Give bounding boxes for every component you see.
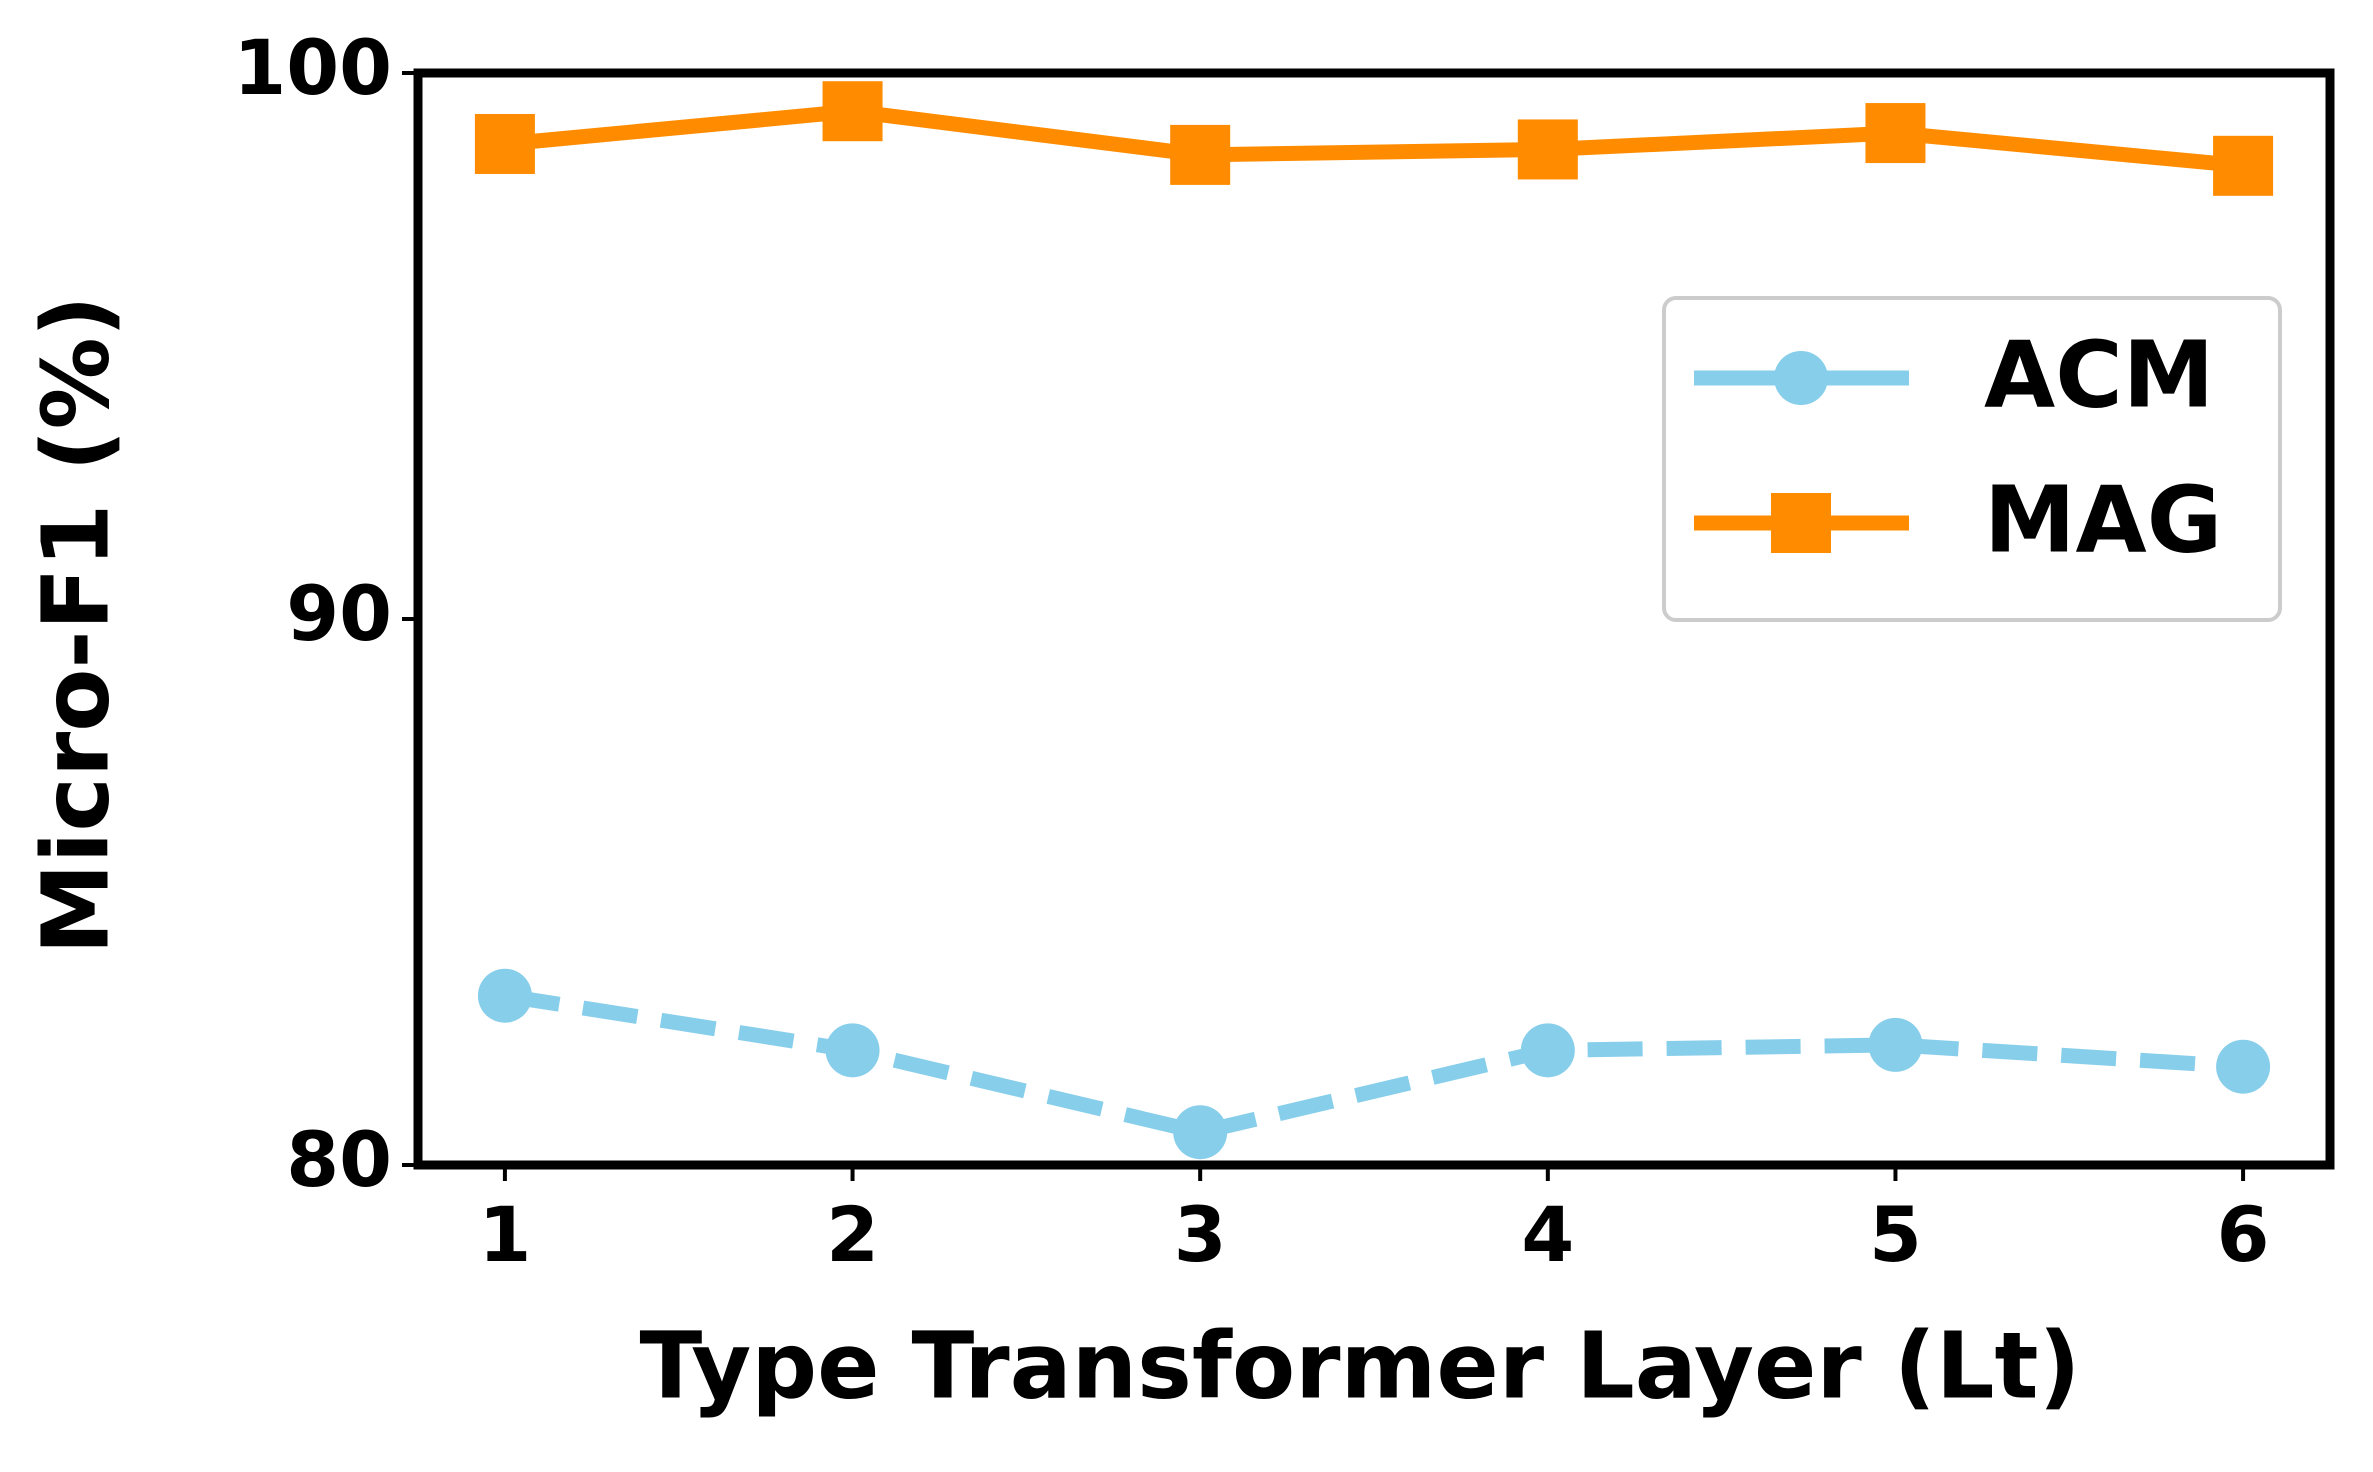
marker (1173, 1105, 1228, 1160)
marker (822, 81, 883, 142)
marker (477, 968, 532, 1023)
x-tick-label: 5 (1869, 1190, 1922, 1279)
marker (2216, 1039, 2271, 1094)
y-axis-label: Micro-F1 (%) (22, 295, 129, 955)
x-tick-label: 6 (2217, 1190, 2270, 1279)
marker (1517, 119, 1578, 180)
series-line (504, 103, 2244, 174)
x-tick-label: 3 (1174, 1190, 1227, 1279)
x-tick-label: 2 (826, 1190, 879, 1279)
marker (1771, 493, 1831, 553)
x-tick-label: 4 (1521, 1190, 1574, 1279)
y-tick-label: 90 (286, 569, 392, 658)
marker (1774, 351, 1828, 405)
marker (474, 113, 535, 174)
series-line (503, 988, 2244, 1140)
marker (825, 1023, 880, 1078)
y-tick-label: 80 (286, 1115, 392, 1204)
marker (2213, 135, 2274, 196)
legend-label: ACM (1984, 321, 2214, 428)
marker (1520, 1023, 1575, 1078)
plot-frame (413, 68, 2335, 1170)
x-tick-label: 1 (478, 1190, 531, 1279)
x-axis-label: Type Transformer Layer (Lt) (639, 1312, 2080, 1419)
marker (1865, 103, 1926, 164)
marker (1170, 124, 1231, 185)
y-tick-label: 100 (233, 23, 392, 112)
legend-label: MAG (1984, 466, 2222, 573)
marker (1868, 1017, 1923, 1072)
